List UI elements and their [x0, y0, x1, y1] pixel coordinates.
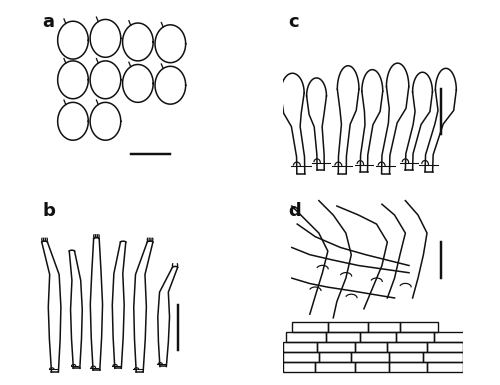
Text: c: c: [288, 13, 299, 31]
Text: d: d: [288, 203, 301, 221]
Text: b: b: [42, 203, 55, 221]
Text: a: a: [42, 13, 54, 31]
